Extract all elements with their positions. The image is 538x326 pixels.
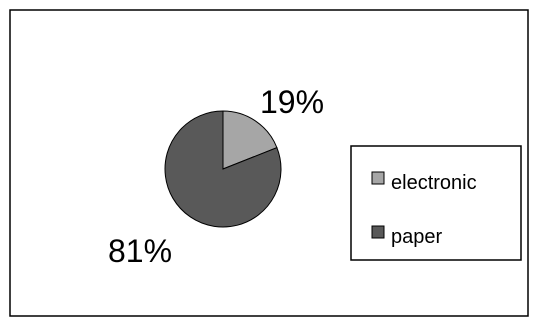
legend-swatch-electronic (371, 171, 385, 185)
data-label-electronic: 19% (260, 84, 324, 120)
pie-slice-paper (164, 110, 282, 228)
legend-label-paper: paper (391, 226, 442, 248)
legend-label-electronic: electronic (391, 172, 477, 194)
legend-swatch-paper (371, 225, 385, 239)
pie-slices (164, 110, 282, 228)
legend: electronic paper (350, 145, 522, 261)
legend-box (350, 145, 522, 261)
pie-slice-electronic (222, 110, 278, 170)
data-label-paper: 81% (108, 233, 172, 269)
